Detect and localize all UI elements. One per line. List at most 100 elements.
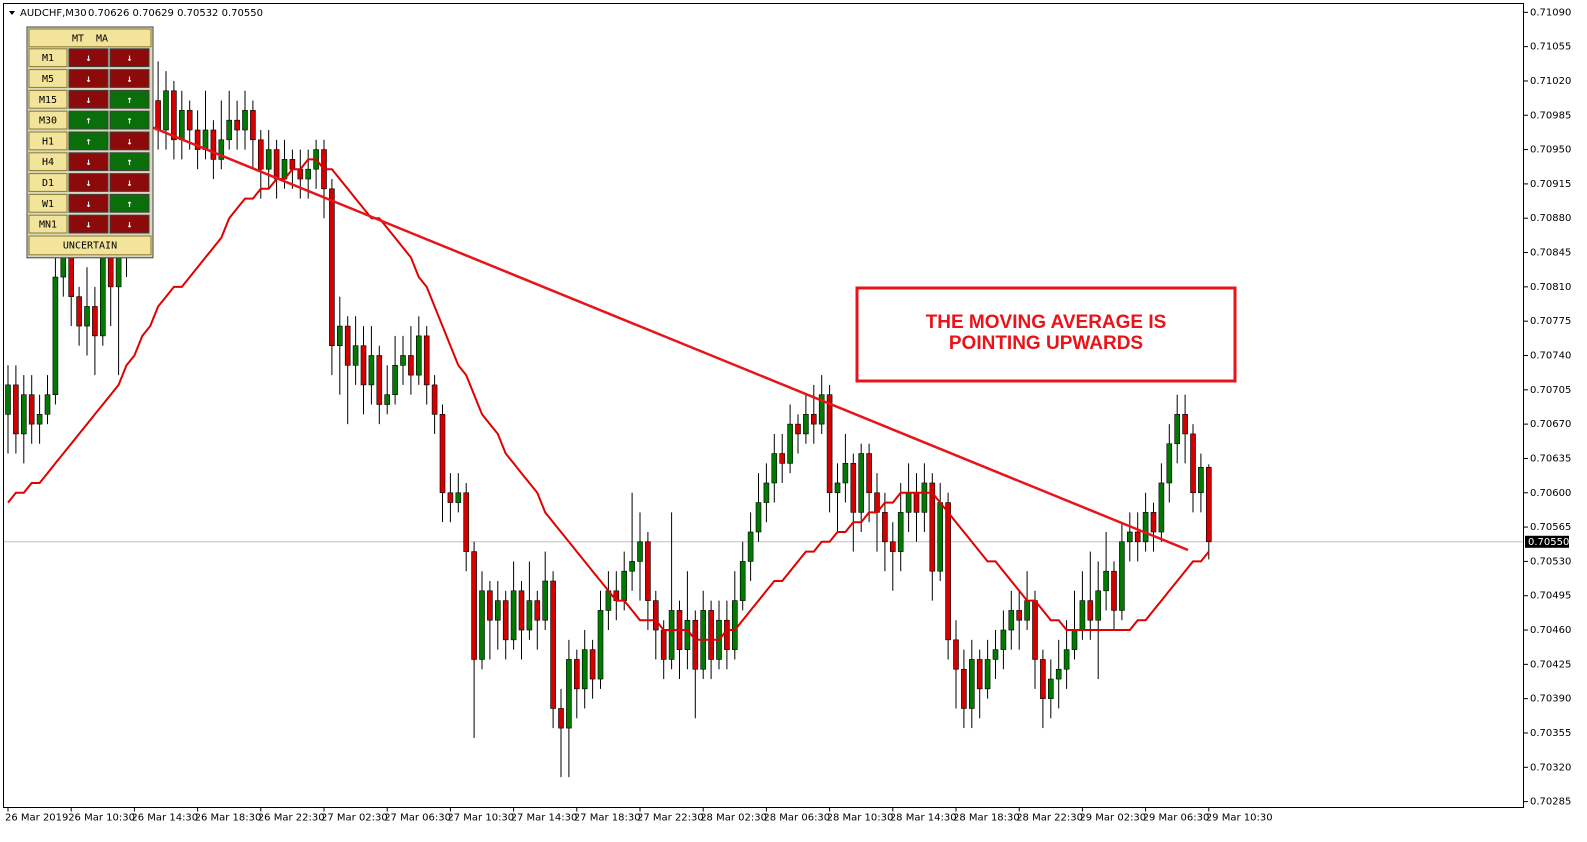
candle-body <box>629 561 635 572</box>
candle-body <box>423 335 430 386</box>
candle-body <box>1166 443 1173 484</box>
header-symbol: AUDCHF,M30 <box>20 8 87 19</box>
timeframe-cell <box>28 48 68 68</box>
candle-body <box>1127 531 1133 543</box>
candle-body <box>1095 590 1101 621</box>
candle-body <box>502 600 509 641</box>
signal-cell <box>68 173 109 192</box>
candle-body <box>668 610 675 660</box>
status-cell <box>28 235 152 256</box>
candle-body <box>52 276 59 396</box>
y-tick-label: 0.70390 <box>1530 694 1571 705</box>
candle-body <box>929 482 936 572</box>
signal-arrow: ↑ <box>126 95 132 106</box>
candle-body <box>479 590 485 660</box>
signal-arrow: ↑ <box>85 136 91 147</box>
candle-body <box>1190 433 1196 494</box>
x-tick-label: 29 Mar 10:30 <box>1206 813 1273 824</box>
x-tick-label: 28 Mar 10:30 <box>827 813 894 824</box>
candle-body <box>945 502 951 641</box>
signal-arrow: ↓ <box>85 178 91 189</box>
candle-body <box>581 649 588 690</box>
y-tick-label: 0.70425 <box>1530 659 1571 670</box>
candle-body <box>28 394 35 425</box>
x-tick-label: 26 Mar 14:30 <box>131 813 198 824</box>
x-tick-label: 27 Mar 22:30 <box>637 813 704 824</box>
candle-body <box>1016 610 1023 621</box>
timeframe-label: H4 <box>42 157 54 168</box>
candle-body <box>415 335 422 376</box>
candle-body <box>1008 610 1015 631</box>
x-tick-label: 27 Mar 18:30 <box>574 813 641 824</box>
candle-body <box>1071 629 1078 650</box>
candle-body <box>186 110 193 131</box>
candle-body <box>558 708 564 729</box>
candle-body <box>1040 659 1046 699</box>
candle-body <box>163 90 169 131</box>
candle-body <box>755 502 762 533</box>
y-tick-label: 0.71020 <box>1530 76 1571 87</box>
timeframe-cell <box>28 89 68 109</box>
candle-body <box>115 257 122 288</box>
candle-body <box>431 384 438 415</box>
signal-arrow: ↑ <box>126 199 132 210</box>
signal-cell <box>109 89 150 109</box>
candle-body <box>1158 482 1165 533</box>
candle-body <box>866 453 872 494</box>
candle-body <box>542 580 549 621</box>
signal-cell <box>68 69 109 88</box>
candle-body <box>889 541 896 552</box>
candle-body <box>455 492 462 503</box>
plot-frame <box>3 3 1524 808</box>
candle-body <box>573 659 580 690</box>
candle-body <box>376 355 383 405</box>
candle-body <box>368 355 375 386</box>
candle-body <box>265 149 272 170</box>
timeframe-cell <box>28 131 68 151</box>
candle-body <box>1079 600 1086 631</box>
candle-body <box>250 110 256 141</box>
candle-body <box>1055 668 1062 680</box>
x-tick-label: 26 Mar 22:30 <box>258 813 325 824</box>
candle-body <box>336 325 343 346</box>
timeframe-label: M15 <box>39 95 57 106</box>
x-tick-label: 29 Mar 02:30 <box>1079 813 1146 824</box>
candle-body <box>810 414 817 425</box>
candle-body <box>68 257 74 297</box>
timeframe-cell <box>28 152 68 172</box>
x-tick-label: 26 Mar 2019 <box>5 813 68 824</box>
candle-body <box>834 482 841 494</box>
candle-body <box>439 414 446 494</box>
candle-body <box>202 129 209 150</box>
candle-body <box>842 463 849 484</box>
timeframe-label: H1 <box>42 136 54 147</box>
x-tick-label: 28 Mar 14:30 <box>890 813 957 824</box>
y-tick-label: 0.71055 <box>1530 42 1571 53</box>
signal-arrow: ↓ <box>85 157 91 168</box>
candle-body <box>471 551 477 660</box>
signal-cell <box>68 193 109 213</box>
candle-body <box>84 306 90 327</box>
candle-body <box>305 168 312 180</box>
y-tick-label: 0.71090 <box>1530 7 1571 18</box>
candle-body <box>44 394 51 415</box>
y-tick-label: 0.70985 <box>1530 110 1571 121</box>
x-tick-label: 28 Mar 22:30 <box>1016 813 1083 824</box>
candle-body <box>518 590 525 631</box>
y-tick-label: 0.70565 <box>1530 522 1571 533</box>
y-tick-label: 0.70355 <box>1530 728 1571 739</box>
y-tick-label: 0.70600 <box>1530 488 1571 499</box>
timeframe-label: M1 <box>42 53 54 64</box>
candle-body <box>779 453 786 464</box>
candle-body <box>724 619 730 650</box>
candle-body <box>447 492 454 503</box>
signal-cell <box>68 48 109 68</box>
x-tick-label: 26 Mar 18:30 <box>195 813 262 824</box>
header-menu-icon[interactable] <box>9 11 15 15</box>
header-prices: 0.70626 0.70629 0.70532 0.70550 <box>88 8 263 19</box>
signal-cell <box>109 48 150 68</box>
candle-body <box>763 482 770 503</box>
plot-area <box>4 51 1523 778</box>
candle-body <box>384 394 391 405</box>
